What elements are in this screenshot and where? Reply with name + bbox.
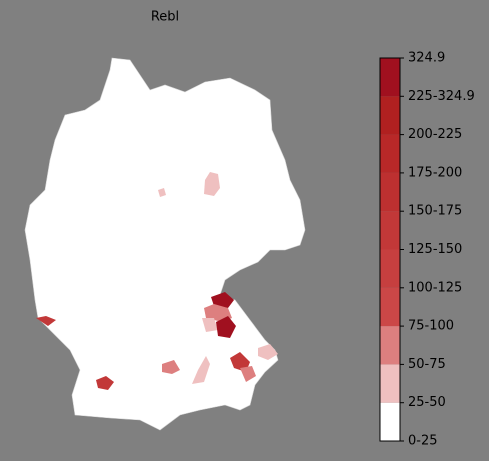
region bbox=[158, 188, 166, 197]
colorbar-tick-label: 125-150 bbox=[408, 242, 462, 257]
region bbox=[162, 360, 180, 374]
colorbar-segment bbox=[380, 211, 400, 250]
colorbar-tick-label: 225-324.9 bbox=[408, 89, 475, 104]
region bbox=[204, 172, 220, 196]
colorbar-segment bbox=[380, 96, 400, 135]
region bbox=[216, 316, 236, 338]
colorbar-tick-label: 175-200 bbox=[408, 165, 462, 180]
country-outline bbox=[24, 57, 306, 431]
colorbar: 0-25 25-50 50-75 75-100 100-125 125-150 150-17… bbox=[379, 51, 475, 449]
colorbar-tick-label: 75-100 bbox=[408, 319, 454, 334]
region bbox=[211, 292, 234, 308]
colorbar-segment bbox=[380, 172, 400, 212]
colorbar-tick-label: 150-175 bbox=[408, 204, 462, 219]
colorbar-tick-label: 50-75 bbox=[408, 357, 446, 372]
region bbox=[258, 344, 278, 360]
colorbar-segment bbox=[380, 249, 400, 288]
region bbox=[96, 376, 114, 390]
region bbox=[36, 316, 56, 326]
region bbox=[192, 356, 210, 384]
colorbar-segment bbox=[380, 287, 400, 327]
map-title: Rebl bbox=[151, 10, 179, 25]
colorbar-tick-label: 324.9 bbox=[408, 51, 445, 66]
colorbar-segment bbox=[380, 402, 400, 441]
colorbar-segment bbox=[380, 58, 400, 97]
colorbar-tick-label: 25-50 bbox=[408, 395, 446, 410]
region bbox=[202, 318, 218, 332]
region bbox=[240, 366, 256, 382]
colorbar-tick-label: 0-25 bbox=[408, 434, 438, 449]
colorbar-tick-label: 100-125 bbox=[408, 280, 462, 295]
colorbar-segment bbox=[380, 134, 400, 173]
colorbar-segment bbox=[380, 364, 400, 403]
region bbox=[230, 352, 250, 372]
colorbar-tick-label: 200-225 bbox=[408, 127, 462, 142]
germany-map bbox=[24, 57, 306, 431]
colorbar-segment bbox=[380, 326, 400, 365]
